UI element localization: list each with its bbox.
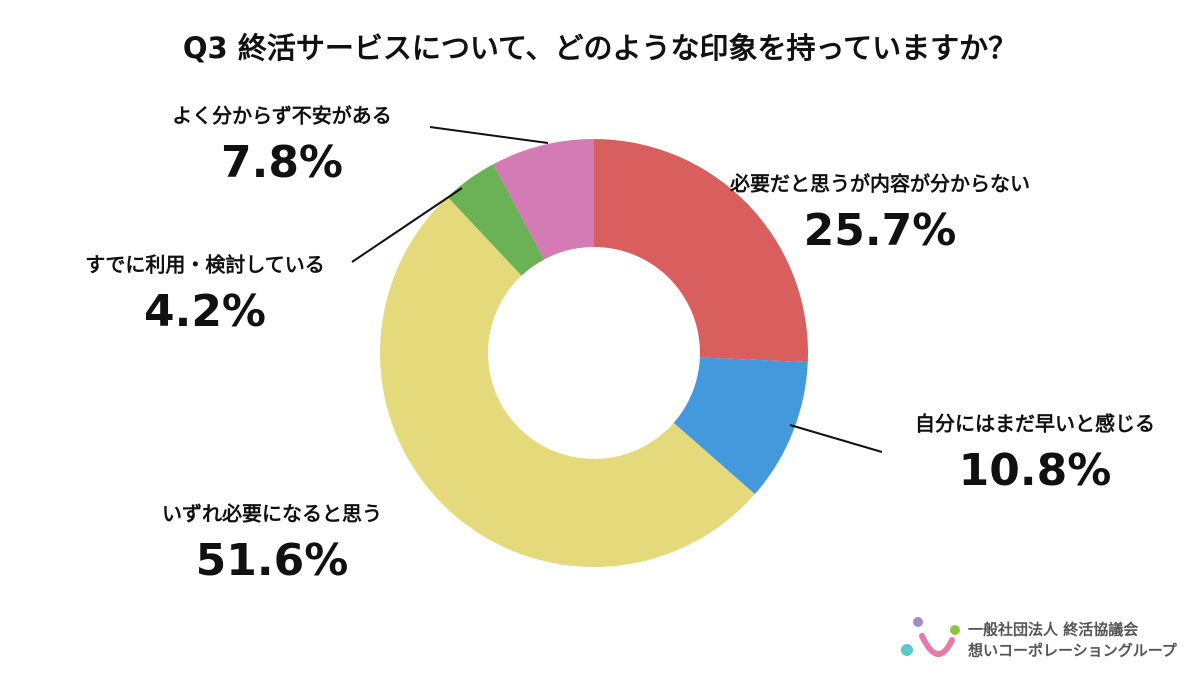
donut-slice: [673, 357, 808, 495]
slice-label: すでに利用・検討している: [85, 253, 325, 277]
logo: 一般社団法人 終活協議会 想いコーポレーショングループ: [901, 617, 1178, 660]
value-label: 7.8%: [221, 137, 343, 188]
logo-text: 一般社団法人 終活協議会: [968, 621, 1138, 639]
value-label: 25.7%: [804, 205, 957, 256]
logo-text: 想いコーポレーショングループ: [967, 642, 1178, 660]
donut-slice: [594, 139, 808, 363]
logo-dot: [901, 644, 913, 656]
logo-dot: [913, 617, 923, 627]
chart-title: Q3 終活サービスについて、どのような印象を持っていますか？: [183, 31, 1017, 65]
slice-label: よく分からず不安がある: [172, 104, 392, 128]
slice-label: いずれ必要になると思う: [162, 502, 382, 526]
slice-label: 自分にはまだ早いと感じる: [915, 412, 1155, 436]
leader-line: [351, 187, 463, 263]
logo-curve: [919, 633, 955, 657]
logo-dot: [950, 625, 960, 635]
leader-line: [429, 126, 549, 144]
leader-line: [789, 424, 883, 453]
value-label: 51.6%: [196, 535, 349, 586]
value-label: 4.2%: [144, 286, 266, 337]
value-label: 10.8%: [959, 445, 1112, 496]
slice-label: 必要だと思うが内容が分からない: [729, 172, 1030, 196]
donut-slice: [493, 139, 594, 260]
donut-slice: [447, 164, 545, 276]
donut-slice: [380, 196, 755, 567]
